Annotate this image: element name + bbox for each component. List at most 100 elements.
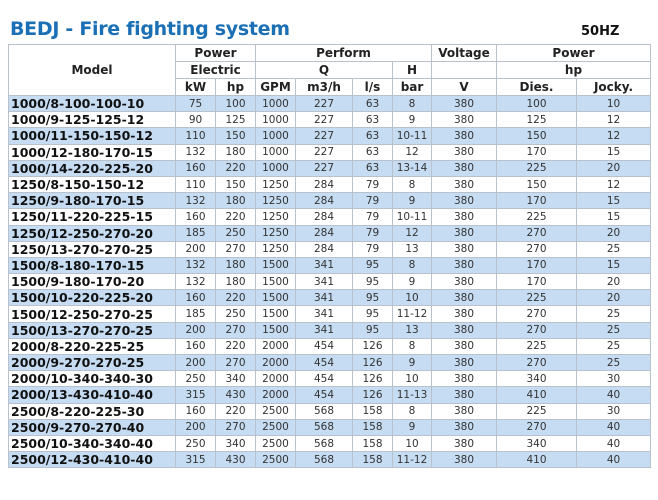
model-cell: 1000/8-100-100-10	[8, 94, 176, 113]
header-perform: Perform	[255, 44, 432, 62]
value-cell: 270	[496, 240, 577, 258]
value-cell: 250	[175, 434, 216, 453]
value-cell: 380	[431, 175, 497, 194]
value-cell: 158	[352, 434, 393, 453]
value-cell: 160	[175, 402, 216, 420]
value-cell: 380	[431, 370, 497, 388]
value-cell: 79	[352, 240, 393, 258]
value-cell: 170	[496, 143, 577, 161]
value-cell: 227	[295, 94, 353, 113]
table-row: 1500/9-180-170-20 132 180 1500 341 95 9 380 170 2…	[8, 273, 651, 291]
value-cell: 9	[392, 192, 432, 210]
value-cell: 1000	[255, 143, 296, 161]
value-cell: 10-11	[392, 208, 432, 226]
value-cell: 150	[215, 127, 256, 145]
table-row: 2500/10-340-340-40 250 340 2500 568 158 10 380 3…	[8, 434, 651, 453]
value-cell: 180	[215, 192, 256, 210]
value-cell: 40	[576, 386, 651, 404]
model-cell: 1000/9-125-125-12	[8, 111, 176, 129]
value-cell: 25	[576, 305, 651, 323]
value-cell: 63	[352, 143, 393, 161]
table-row: 1250/12-250-270-20 185 250 1250 284 79 12 380 27…	[8, 224, 651, 242]
value-cell: 380	[431, 305, 497, 323]
value-cell: 95	[352, 256, 393, 275]
header-power: Power	[496, 44, 651, 62]
value-cell: 160	[175, 337, 216, 356]
value-cell: 2500	[255, 451, 296, 469]
value-cell: 2000	[255, 337, 296, 356]
value-cell: 30	[576, 370, 651, 388]
value-cell: 15	[576, 208, 651, 226]
model-cell: 1500/9-180-170-20	[8, 273, 176, 291]
value-cell: 454	[295, 353, 353, 372]
value-cell: 90	[175, 111, 216, 129]
value-cell: 2500	[255, 434, 296, 453]
value-cell: 340	[215, 370, 256, 388]
value-cell: 125	[215, 111, 256, 129]
value-cell: 132	[175, 143, 216, 161]
value-cell: 170	[496, 273, 577, 291]
table-row: 1250/9-180-170-15 132 180 1250 284 79 9 380 170 1…	[8, 192, 651, 210]
header-q: Q	[255, 61, 393, 79]
value-cell: 227	[295, 127, 353, 145]
value-cell: 225	[496, 159, 577, 177]
value-cell: 20	[576, 289, 651, 307]
model-cell: 2500/8-220-225-30	[8, 402, 176, 420]
model-cell: 1000/12-180-170-15	[8, 143, 176, 161]
table-row: 2000/10-340-340-30 250 340 2000 454 126 10 380 3…	[8, 370, 651, 388]
value-cell: 380	[431, 321, 497, 339]
value-cell: 15	[576, 256, 651, 275]
value-cell: 63	[352, 111, 393, 129]
value-cell: 95	[352, 289, 393, 307]
value-cell: 270	[496, 353, 577, 372]
value-cell: 132	[175, 256, 216, 275]
value-cell: 9	[392, 418, 432, 436]
value-cell: 380	[431, 256, 497, 275]
value-cell: 568	[295, 418, 353, 436]
table-row: 1000/14-220-225-20 160 220 1000 227 63 13-14 38…	[8, 159, 651, 177]
header-unit-gpm: GPM	[255, 78, 296, 96]
value-cell: 341	[295, 273, 353, 291]
value-cell: 380	[431, 127, 497, 145]
table-row: 1250/13-270-270-25 200 270 1250 284 79 13 380 27…	[8, 240, 651, 258]
value-cell: 170	[496, 192, 577, 210]
value-cell: 8	[392, 402, 432, 420]
value-cell: 225	[496, 402, 577, 420]
value-cell: 380	[431, 159, 497, 177]
value-cell: 13	[392, 321, 432, 339]
value-cell: 568	[295, 434, 353, 453]
table-row: 2500/9-270-270-40 200 270 2500 568 158 9 380 270…	[8, 418, 651, 436]
model-cell: 2000/9-270-270-25	[8, 353, 176, 372]
value-cell: 20	[576, 159, 651, 177]
header-unit-jocky: Jocky.	[576, 78, 651, 96]
header-voltage-blank	[431, 61, 497, 79]
value-cell: 2500	[255, 418, 296, 436]
value-cell: 410	[496, 386, 577, 404]
value-cell: 250	[215, 224, 256, 242]
model-cell: 1250/9-180-170-15	[8, 192, 176, 210]
header-unit-dies: Dies.	[496, 78, 577, 96]
value-cell: 13-14	[392, 159, 432, 177]
header-model: Model	[8, 44, 176, 96]
value-cell: 1250	[255, 240, 296, 258]
value-cell: 341	[295, 321, 353, 339]
table-row: 1500/10-220-225-20 160 220 1500 341 95 10 380 22…	[8, 289, 651, 307]
value-cell: 380	[431, 240, 497, 258]
header-unit-m3h: m3/h	[295, 78, 353, 96]
value-cell: 1500	[255, 256, 296, 275]
value-cell: 270	[496, 224, 577, 242]
value-cell: 1500	[255, 289, 296, 307]
model-cell: 1250/8-150-150-12	[8, 175, 176, 194]
value-cell: 25	[576, 240, 651, 258]
value-cell: 270	[215, 418, 256, 436]
value-cell: 15	[576, 192, 651, 210]
value-cell: 380	[431, 143, 497, 161]
value-cell: 8	[392, 94, 432, 113]
value-cell: 220	[215, 402, 256, 420]
value-cell: 430	[215, 386, 256, 404]
table-row: 1500/8-180-170-15 132 180 1500 341 95 8 380 170 1…	[8, 256, 651, 275]
value-cell: 220	[215, 208, 256, 226]
value-cell: 1500	[255, 321, 296, 339]
value-cell: 284	[295, 224, 353, 242]
value-cell: 227	[295, 159, 353, 177]
